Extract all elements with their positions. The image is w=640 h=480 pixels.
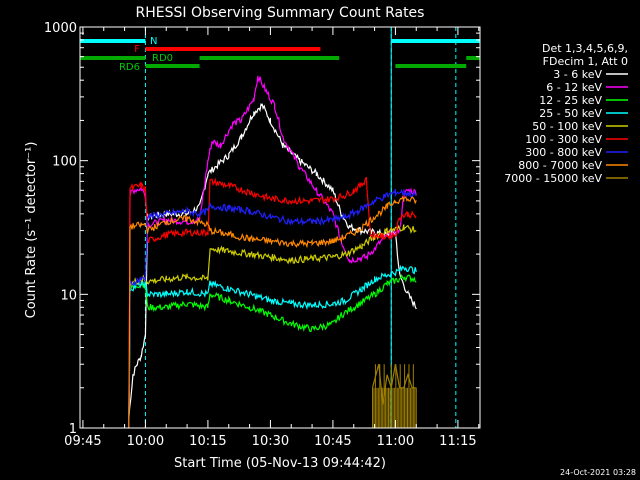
legend-label-1: 6 - 12 keV [546, 81, 602, 94]
annotation-rd6: RD6 [119, 62, 140, 73]
x-tick-label-3: 10:30 [252, 434, 289, 449]
annotation-rd0: RD0 [152, 53, 173, 64]
y-tick-label-0: 1 [69, 422, 77, 437]
legend-label-7: 800 - 7000 keV [518, 159, 602, 172]
legend-label-6: 300 - 800 keV [525, 146, 602, 159]
x-tick-label-5: 11:00 [377, 434, 414, 449]
y-tick-label-3: 1000 [44, 21, 77, 36]
y-axis-label: Count Rate (s⁻¹ detector⁻¹) [24, 142, 39, 319]
legend-label-2: 12 - 25 keV [539, 94, 602, 107]
series-line-1 [128, 75, 417, 429]
legend-label-8: 7000 - 15000 keV [504, 172, 602, 185]
series-line-2 [128, 273, 417, 429]
series-line-4 [128, 224, 417, 429]
chart-title: RHESSI Observing Summary Count Rates [136, 5, 425, 21]
legend-label-3: 25 - 50 keV [539, 107, 602, 120]
legend-header-0: Det 1,3,4,5,6,9, [542, 42, 628, 55]
series-line-3 [128, 264, 417, 429]
x-tick-label-1: 10:00 [127, 434, 164, 449]
legend-header-1: FDecim 1, Att 0 [543, 55, 628, 68]
x-axis-label: Start Time (05-Nov-13 09:44:42) [174, 456, 386, 471]
y-tick-label-1: 10 [60, 288, 77, 303]
legend-label-0: 3 - 6 keV [553, 68, 602, 81]
plot-frame [79, 26, 481, 429]
x-tick-label-6: 11:15 [439, 434, 476, 449]
plot-area: NF RD0 RD6 [80, 27, 480, 429]
footer-timestamp: 24-Oct-2021 03:28 [560, 468, 636, 477]
annotation-n: N [150, 36, 157, 47]
legend: Det 1,3,4,5,6,9,FDecim 1, Att 03 - 6 keV… [504, 42, 628, 185]
x-tick-label-4: 10:45 [314, 434, 351, 449]
series-line-5 [128, 176, 417, 429]
legend-label-4: 50 - 100 keV [532, 120, 602, 133]
series-line-7 [128, 195, 417, 429]
x-tick-label-2: 10:15 [189, 434, 226, 449]
legend-label-5: 100 - 300 keV [525, 133, 602, 146]
y-tick-label-2: 100 [52, 155, 77, 170]
annotation-f: F [134, 44, 140, 55]
x-tick-label-0: 09:45 [64, 434, 101, 449]
series-line-6 [128, 188, 417, 429]
axes: 1 10 100 1000 09:45 10:00 10:15 10:30 10:45 11:00… [44, 21, 481, 449]
